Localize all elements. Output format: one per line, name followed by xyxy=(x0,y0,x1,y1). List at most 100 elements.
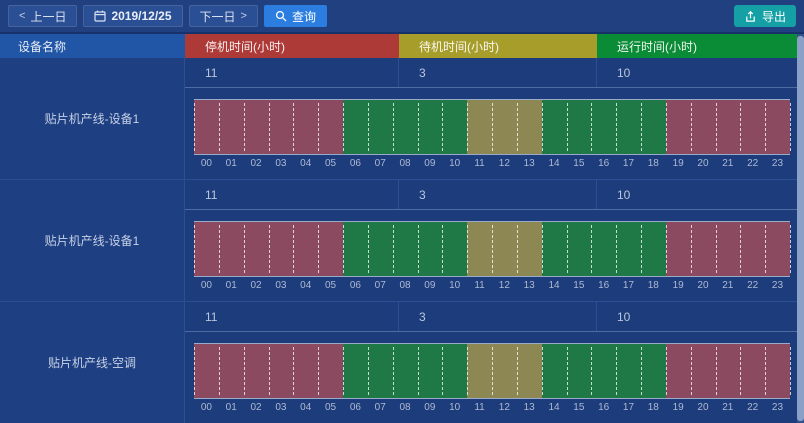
hour-tick-label: 07 xyxy=(374,402,386,413)
hour-tick-label: 15 xyxy=(573,158,585,169)
hour-tick-label: 09 xyxy=(424,158,436,169)
hour-gridline xyxy=(566,225,568,273)
hour-tick-label: 04 xyxy=(300,280,312,291)
hour-tick-label: 11 xyxy=(474,402,485,413)
hour-gridline xyxy=(641,347,642,395)
hour-gridline xyxy=(790,347,791,395)
hour-gridline xyxy=(641,103,642,151)
standby-hours-value: 3 xyxy=(398,302,596,331)
device-row: 贴片机产线-设备1 11 3 10 00 01 02 03 04 05 06 07 08 09 10 11 12… xyxy=(0,179,804,301)
hour-gridline xyxy=(268,347,270,395)
hour-tick-label: 10 xyxy=(449,402,461,413)
hour-gridline xyxy=(790,225,791,273)
query-button[interactable]: 查询 xyxy=(263,5,327,27)
timeline-segment-run xyxy=(541,100,666,154)
hour-gridline xyxy=(541,225,543,273)
prev-day-button[interactable]: < 上一日 xyxy=(8,5,78,27)
timeline-segment-run xyxy=(343,344,468,398)
hour-tick-label: 19 xyxy=(672,402,684,413)
hour-tick-label: 14 xyxy=(548,402,560,413)
timeline-bar xyxy=(194,221,791,277)
toolbar: < 上一日 2019/12/25 下一日 > 查询 xyxy=(0,0,804,34)
hours-summary-strip: 11 3 10 xyxy=(185,180,804,210)
standby-hours-value: 3 xyxy=(398,58,596,87)
status-timeline-chart: 00 01 02 03 04 05 06 07 08 09 10 11 12 13 14 15 16 17 18 19… xyxy=(194,99,791,169)
hour-gridline xyxy=(715,347,717,395)
hour-tick-label: 09 xyxy=(424,280,436,291)
hour-tick-label: 06 xyxy=(349,158,361,169)
stop-hours-value: 11 xyxy=(205,309,218,324)
hour-tick-label: 09 xyxy=(424,402,436,413)
timeline-segment-stop xyxy=(665,344,790,398)
hour-tick-label: 05 xyxy=(324,402,337,413)
timeline-segment-standby xyxy=(467,222,542,276)
device-name-cell: 贴片机产线-空调 xyxy=(0,302,185,423)
next-day-label: 下一日 xyxy=(199,9,236,24)
hour-gridline xyxy=(492,103,493,151)
hour-gridline xyxy=(641,225,642,273)
hour-gridline xyxy=(591,347,593,395)
hour-tick-label: 00 xyxy=(200,280,212,291)
export-button[interactable]: 导出 xyxy=(733,5,796,27)
hour-tick-label: 20 xyxy=(697,280,709,291)
hour-tick-label: 02 xyxy=(250,280,262,291)
timeline-segment-run xyxy=(343,222,468,276)
hour-gridline xyxy=(665,103,667,151)
hour-tick-label: 22 xyxy=(747,402,759,413)
hour-tick-label: 23 xyxy=(771,402,784,413)
hour-tick-label: 01 xyxy=(225,158,237,169)
hour-tick-label: 21 xyxy=(722,280,734,291)
export-upload-icon xyxy=(746,10,755,22)
status-timeline-chart: 00 01 02 03 04 05 06 07 08 09 10 11 12 13 14 15 16 17 18 19… xyxy=(194,343,791,413)
hour-tick-label: 13 xyxy=(523,158,535,169)
hour-gridline xyxy=(541,103,543,151)
hour-gridline xyxy=(293,103,295,151)
hour-tick-label: 18 xyxy=(647,158,659,169)
hour-gridline xyxy=(690,347,692,395)
prev-day-label: 上一日 xyxy=(30,9,67,24)
hour-gridline xyxy=(467,103,469,151)
hour-tick-label: 13 xyxy=(523,402,535,413)
hour-gridline xyxy=(194,225,195,273)
timeline-segment-stop xyxy=(665,222,790,276)
device-name-cell: 贴片机产线-设备1 xyxy=(0,58,185,179)
vertical-scrollbar-thumb[interactable] xyxy=(797,36,804,421)
hour-tick-label: 17 xyxy=(622,280,635,291)
hour-tick-label: 07 xyxy=(374,280,386,291)
hour-gridline xyxy=(218,347,220,395)
hour-gridline xyxy=(492,347,493,395)
hour-gridline xyxy=(516,225,518,273)
hour-gridline xyxy=(243,225,245,273)
hour-gridline xyxy=(343,225,344,273)
timeline-segment-run xyxy=(343,100,468,154)
standby-hours-value: 3 xyxy=(398,180,596,209)
hour-gridline xyxy=(417,347,419,395)
timeline-segment-stop xyxy=(665,100,790,154)
hour-gridline xyxy=(690,103,692,151)
next-day-button[interactable]: 下一日 > xyxy=(188,5,258,27)
date-picker-input[interactable]: 2019/12/25 xyxy=(83,5,183,27)
date-value: 2019/12/25 xyxy=(111,9,172,23)
hour-tick-label: 20 xyxy=(697,402,709,413)
hour-gridline xyxy=(765,225,767,273)
timeline-segment-run xyxy=(541,222,666,276)
calendar-icon xyxy=(94,10,107,22)
hour-gridline xyxy=(765,103,767,151)
hour-gridline xyxy=(616,103,618,151)
hour-tick-label: 20 xyxy=(697,158,709,169)
run-time-column-header: 运行时间(小时) xyxy=(597,34,804,58)
hour-tick-label: 04 xyxy=(300,158,312,169)
hour-gridline xyxy=(591,103,593,151)
hour-gridline xyxy=(591,225,593,273)
hour-gridline xyxy=(417,103,419,151)
hour-tick-label: 14 xyxy=(548,280,560,291)
hour-gridline xyxy=(616,225,618,273)
hour-tick-label: 03 xyxy=(275,280,287,291)
run-hours-value: 10 xyxy=(596,58,804,87)
hour-tick-label: 15 xyxy=(573,280,585,291)
hour-tick-label: 17 xyxy=(622,158,635,169)
search-icon xyxy=(275,10,287,22)
hour-tick-label: 22 xyxy=(747,158,759,169)
timeline-segment-standby xyxy=(467,100,542,154)
hour-gridline xyxy=(367,103,369,151)
